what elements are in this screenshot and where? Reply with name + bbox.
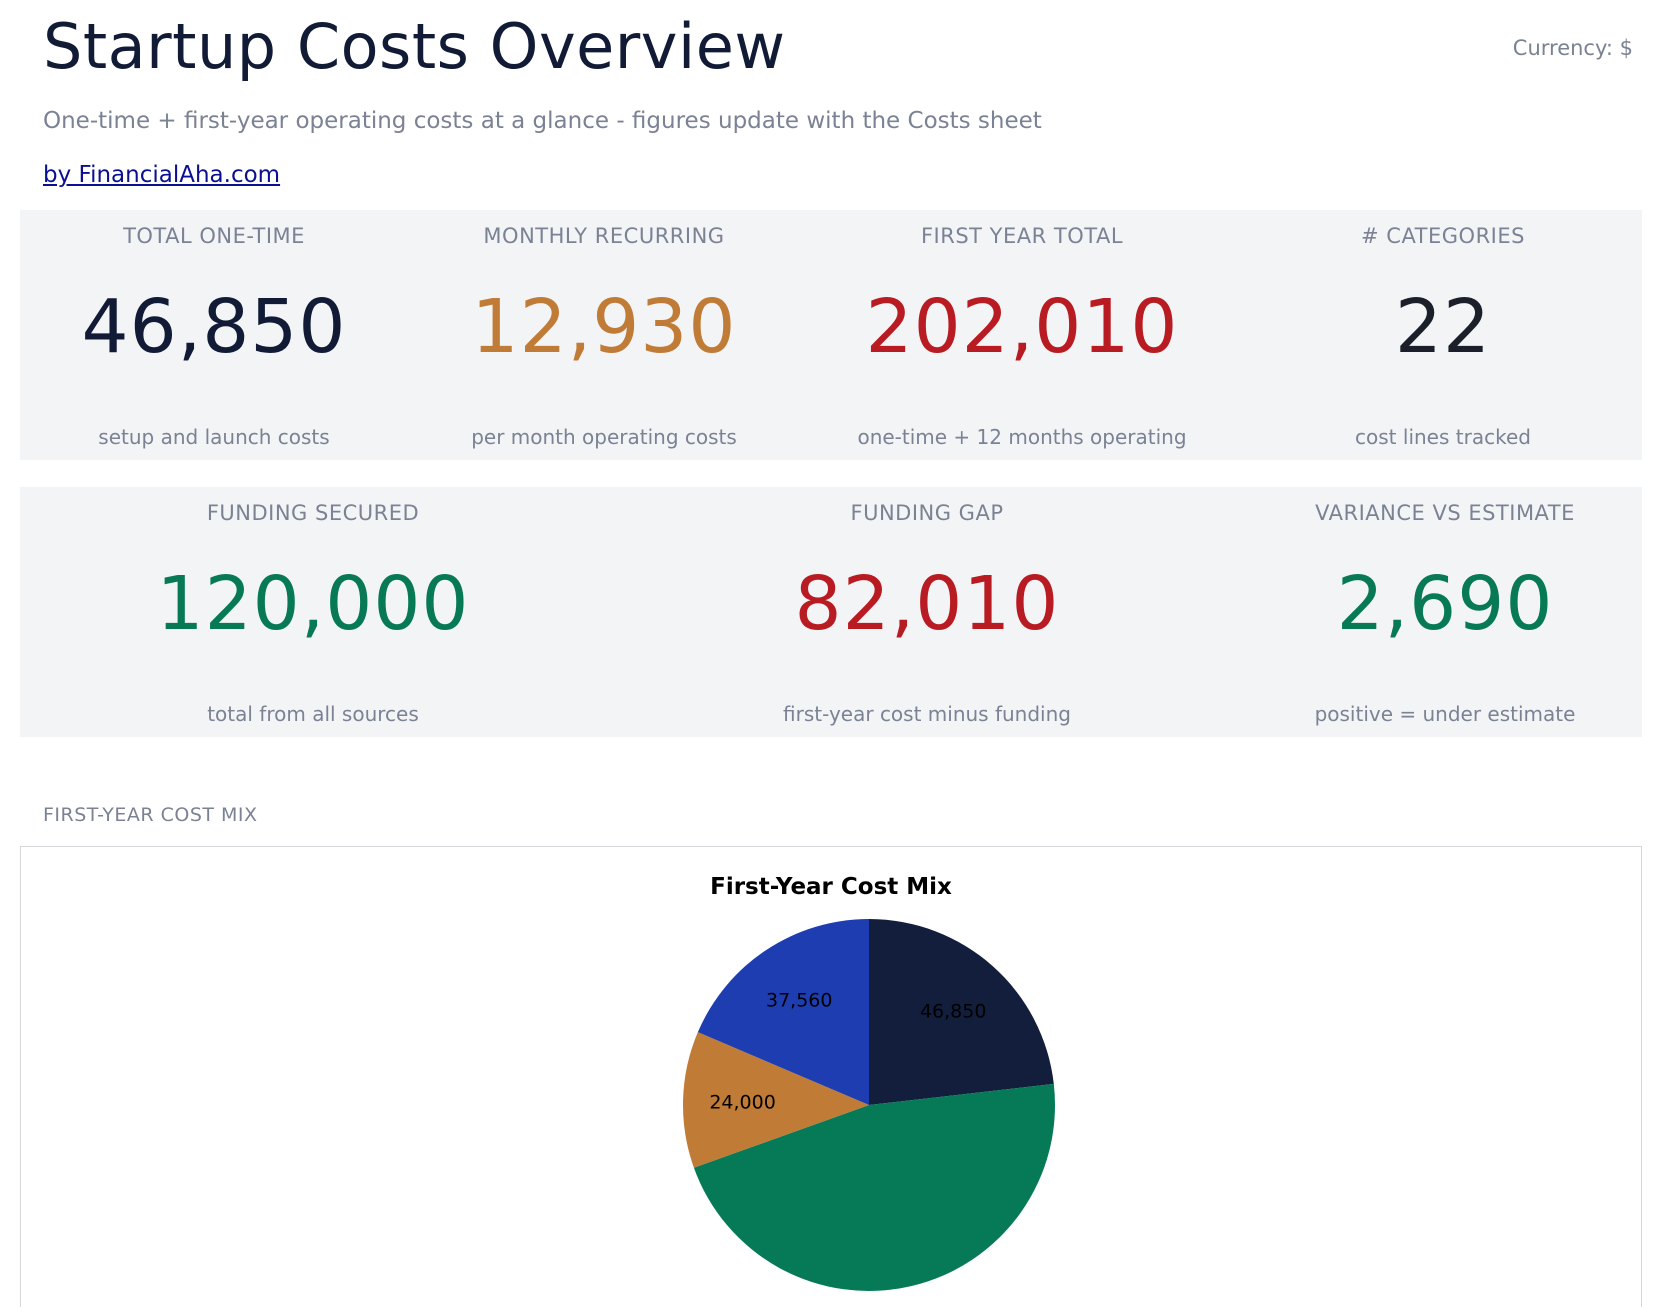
kpi-funding-gap: FUNDING GAP 82,010 first-year cost minus… xyxy=(606,487,1248,737)
pie-slice-2 xyxy=(683,1032,869,1168)
cost-mix-chart-panel: First-Year Cost Mix 46,850 24,000 37,560 xyxy=(20,846,1642,1307)
kpi-note: first-year cost minus funding xyxy=(783,702,1071,726)
pie-slice-label-2: 24,000 xyxy=(709,1091,775,1113)
kpi-value: 22 xyxy=(1394,284,1492,370)
kpi-note: cost lines tracked xyxy=(1355,425,1531,449)
kpi-funding-secured: FUNDING SECURED 120,000 total from all s… xyxy=(20,487,606,737)
kpi-band-funding: FUNDING SECURED 120,000 total from all s… xyxy=(20,487,1642,737)
kpi-value: 202,010 xyxy=(865,284,1179,370)
pie-slice-3 xyxy=(697,919,869,1105)
kpi-label: FIRST YEAR TOTAL xyxy=(920,224,1124,248)
kpi-label: MONTHLY RECURRING xyxy=(483,224,725,248)
kpi-note: positive = under estimate xyxy=(1314,702,1576,726)
kpi-first-year-total: FIRST YEAR TOTAL 202,010 one-time + 12 m… xyxy=(800,210,1244,460)
kpi-label: FUNDING SECURED xyxy=(206,501,420,525)
kpi-value: 120,000 xyxy=(156,561,470,647)
kpi-label: FUNDING GAP xyxy=(850,501,1004,525)
kpi-band-primary: TOTAL ONE-TIME 46,850 setup and launch c… xyxy=(20,210,1642,460)
kpi-note: setup and launch costs xyxy=(98,425,330,449)
cost-mix-section-label: FIRST-YEAR COST MIX xyxy=(43,804,258,826)
cost-mix-pie-chart: First-Year Cost Mix 46,850 24,000 37,560 xyxy=(683,874,1055,1292)
currency-indicator: Currency: $ xyxy=(1512,36,1633,60)
pie-slice-0 xyxy=(869,919,1054,1105)
kpi-label: VARIANCE VS ESTIMATE xyxy=(1315,501,1575,525)
kpi-value: 46,850 xyxy=(81,284,347,370)
pie-slice-label-3: 37,560 xyxy=(766,989,832,1011)
kpi-variance: VARIANCE VS ESTIMATE 2,690 positive = un… xyxy=(1248,487,1642,737)
kpi-monthly-recurring: MONTHLY RECURRING 12,930 per month opera… xyxy=(408,210,800,460)
kpi-note: total from all sources xyxy=(207,702,419,726)
pie-slice-1 xyxy=(693,1083,1055,1292)
kpi-note: per month operating costs xyxy=(471,425,737,449)
kpi-label: # CATEGORIES xyxy=(1361,224,1525,248)
kpi-value: 82,010 xyxy=(794,561,1060,647)
kpi-value: 2,690 xyxy=(1336,561,1554,647)
chart-title: First-Year Cost Mix xyxy=(710,874,952,900)
pie-slice-label-0: 46,850 xyxy=(920,1001,986,1023)
byline-link[interactable]: by FinancialAha.com xyxy=(43,162,281,188)
kpi-total-one-time: TOTAL ONE-TIME 46,850 setup and launch c… xyxy=(20,210,408,460)
page-title: Startup Costs Overview xyxy=(43,10,786,83)
kpi-label: TOTAL ONE-TIME xyxy=(123,224,305,248)
page-subtitle: One-time + first-year operating costs at… xyxy=(43,108,1042,134)
kpi-note: one-time + 12 months operating xyxy=(857,425,1187,449)
kpi-categories: # CATEGORIES 22 cost lines tracked xyxy=(1244,210,1642,460)
kpi-value: 12,930 xyxy=(471,284,737,370)
